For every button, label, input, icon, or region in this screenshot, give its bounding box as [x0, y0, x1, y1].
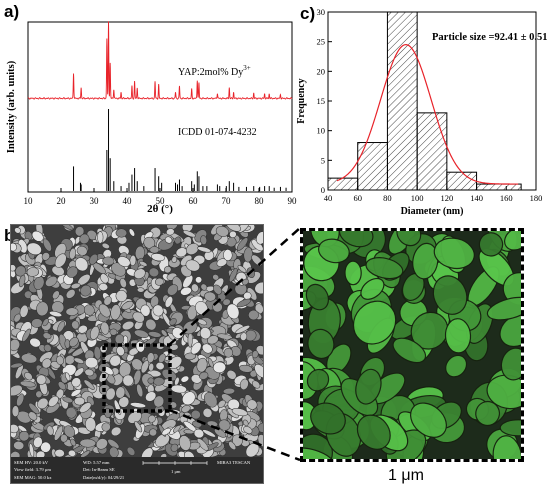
sem-scale-text: 1 μm	[171, 469, 181, 474]
histogram-x-tick-label: 60	[353, 193, 362, 203]
histogram-chart: 40 60 80 100 120 140 160 180 0 5 10 15 20 25 30 Partic…	[296, 7, 548, 217]
sem-wd: WD: 5.57 mm	[83, 460, 110, 465]
histogram-y-tick-label: 30	[317, 7, 326, 17]
zoomed-micrograph	[300, 228, 524, 462]
zoom-grains	[303, 231, 521, 459]
sem-info-bar	[11, 457, 263, 483]
xrd-x-tick-label: 80	[255, 196, 265, 206]
sem-instrument: MIRA3 TESCAN	[217, 460, 251, 465]
xrd-x-tick-label: 20	[57, 196, 67, 206]
sem-view-field: View field: 3.79 μm	[14, 467, 51, 472]
xrd-sample-legend-superscript: 3+	[243, 64, 251, 72]
xrd-chart: 10 20 30 40 50 60 70 80 90 2θ (°) Intensity (arb…	[6, 21, 298, 215]
xrd-sample-line	[27, 21, 293, 100]
histogram-x-tick-label: 160	[500, 193, 513, 203]
xrd-sample-legend: YAP:2mol% Dy3+	[178, 64, 251, 78]
xrd-sample-series	[27, 21, 293, 100]
histogram-x-tick-label: 80	[383, 193, 392, 203]
xrd-sample-legend-text: YAP:2mol% Dy	[178, 67, 243, 78]
sem-scale-bar	[142, 461, 208, 465]
histogram-x-axis-label: Diameter (nm)	[401, 206, 464, 217]
panel-a-label: a)	[4, 2, 20, 21]
sem-hv: SEM HV: 20.0 kV	[14, 460, 49, 465]
xrd-x-ticks: 10 20 30 40 50 60 70 80 90	[24, 188, 298, 206]
xrd-x-tick-label: 10	[24, 196, 34, 206]
zoom-micrograph-image	[303, 231, 521, 459]
histogram-y-tick-label: 10	[317, 126, 326, 136]
sem-micrograph: SEM HV: 20.0 kV View field: 3.79 μm SEM …	[11, 225, 263, 483]
xrd-reference-series	[73, 109, 287, 191]
histogram-y-tick-label: 20	[317, 66, 326, 76]
zoom-scale-label: 1 μm	[388, 467, 424, 484]
zoom-region-marker	[102, 343, 172, 413]
xrd-x-tick-label: 70	[222, 196, 232, 206]
histogram-x-tick-label: 40	[324, 193, 333, 203]
xrd-reference-legend: ICDD 01-074-4232	[178, 127, 257, 138]
histogram-x-tick-label: 100	[411, 193, 424, 203]
xrd-x-axis-label: 2θ (°)	[147, 203, 173, 215]
sem-grains	[11, 225, 263, 464]
xrd-y-axis-label: Intensity (arb. units)	[6, 60, 17, 153]
sem-date: Date(m/d/y): 04/29/21	[83, 475, 125, 480]
sem-mag: SEM MAG: 50.0 kx	[14, 475, 52, 480]
histogram-y-axis-label: Frequency	[296, 78, 307, 123]
histogram-x-tick-label: 120	[440, 193, 453, 203]
xrd-x-tick-label: 50	[156, 196, 166, 206]
histogram-y-tick-label: 25	[317, 37, 326, 47]
sem-image: SEM HV: 20.0 kV View field: 3.79 μm SEM …	[10, 224, 264, 484]
sem-det: Det: In-Beam SE	[83, 467, 115, 472]
histogram-y-tick-label: 0	[321, 185, 325, 195]
xrd-x-tick-label: 90	[288, 196, 298, 206]
panel-c-label: c)	[300, 4, 316, 23]
histogram-x-tick-label: 180	[530, 193, 543, 203]
histogram-ticks: 40 60 80 100 120 140 160 180 0 5 10 15 20 25 30	[317, 7, 543, 203]
particle-size-annotation: Particle size =92.41 ± 0.51	[432, 32, 548, 43]
histogram-y-tick-label: 15	[317, 96, 326, 106]
xrd-x-tick-label: 30	[90, 196, 100, 206]
histogram-y-tick-label: 5	[321, 155, 325, 165]
xrd-x-tick-label: 40	[123, 196, 133, 206]
gaussian-fit-curve	[336, 44, 519, 185]
xrd-x-tick-label: 60	[189, 196, 199, 206]
histogram-x-tick-label: 140	[470, 193, 483, 203]
